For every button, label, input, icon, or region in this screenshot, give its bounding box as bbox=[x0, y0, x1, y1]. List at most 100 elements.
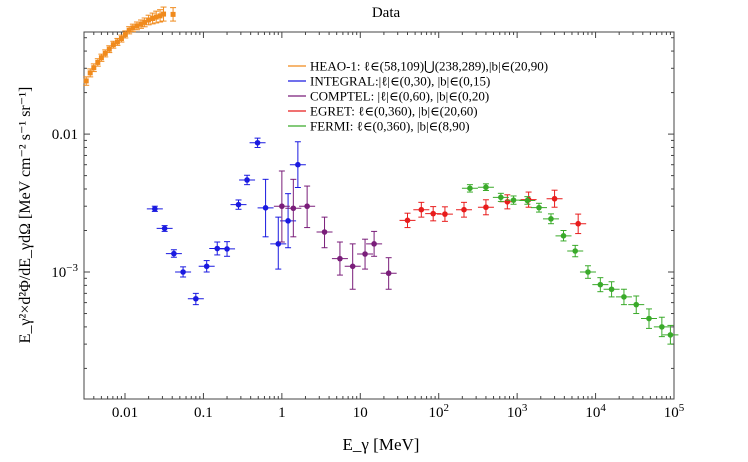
data-point bbox=[262, 205, 269, 211]
series-2 bbox=[273, 170, 397, 290]
x-axis-label: E_γ [MeV] bbox=[343, 435, 420, 454]
data-point bbox=[548, 216, 554, 222]
data-point bbox=[95, 59, 101, 65]
data-point bbox=[171, 250, 177, 257]
data-point bbox=[349, 263, 356, 270]
data-point bbox=[467, 185, 473, 192]
data-point bbox=[510, 197, 517, 203]
legend-label: INTEGRAL:|ℓ|∈(0,30), |b|∈(0,15) bbox=[310, 74, 490, 89]
data-point bbox=[142, 19, 148, 25]
legend-label: EGRET: ℓ∈(0,360), |b|∈(20,60) bbox=[310, 104, 478, 119]
legend-label: COMPTEL: |ℓ|∈(0,60), |b|∈(0,20) bbox=[310, 89, 489, 104]
data-point bbox=[180, 269, 186, 275]
data-point bbox=[83, 78, 89, 84]
legend: HEAO-1: ℓ∈(58,109)⋃(238,289),|b|∈(20,90)… bbox=[288, 59, 548, 134]
data-point bbox=[633, 301, 640, 308]
data-point bbox=[214, 245, 221, 252]
data-point bbox=[203, 263, 210, 270]
data-point bbox=[551, 195, 558, 202]
data-marks bbox=[83, 6, 679, 345]
data-point bbox=[134, 23, 140, 29]
data-point bbox=[106, 46, 112, 52]
data-point bbox=[87, 70, 93, 76]
data-point bbox=[621, 294, 627, 300]
data-point bbox=[138, 21, 144, 27]
data-point bbox=[418, 206, 425, 213]
data-point bbox=[304, 203, 310, 210]
data-point bbox=[290, 205, 297, 212]
data-point bbox=[430, 210, 436, 217]
data-point bbox=[404, 217, 411, 224]
data-point bbox=[362, 251, 368, 257]
data-point bbox=[150, 16, 156, 22]
chart-title: Data bbox=[372, 5, 401, 21]
data-point bbox=[152, 206, 158, 212]
data-point bbox=[254, 139, 261, 146]
data-point bbox=[153, 14, 159, 20]
data-point bbox=[170, 11, 176, 17]
data-point bbox=[157, 13, 163, 19]
data-point bbox=[279, 203, 285, 210]
series-4 bbox=[461, 183, 679, 345]
data-point bbox=[536, 204, 542, 211]
legend-label: HEAO-1: ℓ∈(58,109)⋃(238,289),|b|∈(20,90) bbox=[310, 59, 548, 74]
data-point bbox=[161, 11, 167, 17]
data-point bbox=[98, 55, 104, 61]
data-point bbox=[224, 246, 230, 252]
data-point bbox=[524, 197, 531, 204]
x-tick-label: 10 bbox=[353, 405, 368, 421]
series-3 bbox=[399, 189, 587, 235]
axis-ticks: 0.01 0.1 1 10 102 103 104 105 0.01 10−3 bbox=[51, 32, 685, 421]
data-point bbox=[321, 229, 328, 235]
data-point bbox=[597, 281, 604, 288]
data-point bbox=[244, 177, 250, 183]
y-axis-label: E_γ²×d²Φ/dE_γdΩ [MeV cm⁻² s⁻¹ sr⁻¹] bbox=[17, 87, 34, 344]
data-point bbox=[193, 295, 199, 302]
data-point bbox=[371, 241, 377, 247]
x-tick-label: 102 bbox=[428, 402, 449, 421]
data-point bbox=[646, 315, 652, 322]
data-point bbox=[295, 161, 301, 168]
data-point bbox=[572, 248, 579, 254]
x-tick-label: 0.01 bbox=[112, 405, 138, 421]
data-point bbox=[118, 36, 124, 42]
y-tick-label: 10−3 bbox=[51, 262, 78, 281]
x-tick-label: 104 bbox=[585, 402, 606, 421]
x-tick-label: 103 bbox=[507, 402, 528, 421]
x-axis-label-text: E_γ [MeV] bbox=[343, 435, 420, 454]
legend-label: FERMI: ℓ∈(0,360), |b|∈(8,90) bbox=[310, 119, 470, 134]
data-point bbox=[667, 332, 674, 338]
data-point bbox=[161, 225, 168, 232]
plot-frame bbox=[83, 31, 675, 400]
data-point bbox=[483, 204, 489, 211]
y-tick-label: 0.01 bbox=[52, 127, 78, 143]
data-point bbox=[146, 17, 152, 23]
data-point bbox=[483, 184, 489, 191]
series-1 bbox=[146, 137, 306, 306]
data-point bbox=[126, 27, 132, 33]
data-point bbox=[560, 233, 567, 239]
data-point bbox=[498, 194, 504, 201]
data-point bbox=[122, 31, 128, 37]
data-point bbox=[659, 324, 665, 330]
data-point bbox=[575, 220, 581, 227]
data-point bbox=[130, 25, 136, 31]
y-axis-label-text: E_γ²×d²Φ/dE_γdΩ [MeV cm⁻² s⁻¹ sr⁻¹] bbox=[17, 87, 34, 344]
data-point bbox=[461, 206, 467, 213]
data-point bbox=[235, 201, 242, 208]
data-point bbox=[385, 270, 392, 277]
data-point bbox=[285, 218, 291, 224]
x-tick-label: 1 bbox=[278, 405, 286, 421]
data-point bbox=[442, 211, 448, 217]
data-point bbox=[337, 255, 343, 262]
series-0 bbox=[83, 6, 177, 86]
data-point bbox=[585, 269, 591, 275]
data-point bbox=[110, 42, 116, 48]
data-point bbox=[91, 65, 97, 71]
data-point bbox=[102, 50, 108, 56]
data-point bbox=[608, 286, 615, 293]
x-tick-label: 105 bbox=[664, 402, 685, 421]
x-tick-label: 0.1 bbox=[194, 405, 213, 421]
data-point bbox=[114, 39, 120, 45]
